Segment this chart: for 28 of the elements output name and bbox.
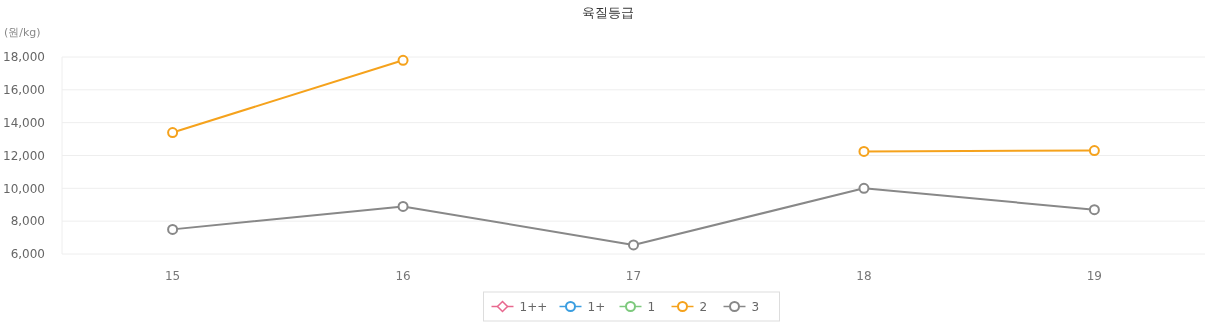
point (628, 239, 639, 251)
x-tick-label: 15 (164, 269, 181, 283)
y-tick-label: 6,000 (10, 247, 45, 262)
legend-label: 1 (647, 299, 656, 314)
legend-label: 2 (699, 299, 708, 314)
point (858, 182, 870, 194)
y-axis-title: (원/kg) (4, 26, 41, 39)
y-tick-label: 14,000 (3, 115, 45, 130)
y-tick-label: 8,000 (10, 214, 45, 229)
point (858, 145, 870, 157)
chart-title: 육질등급 (581, 5, 634, 20)
legend-label: 1++ (519, 299, 548, 314)
y-tick-label: 12,000 (3, 148, 45, 163)
point (167, 223, 179, 235)
y-tick-label: 18,000 (3, 50, 45, 65)
y-tick-label: 10,000 (3, 181, 45, 196)
point (1088, 204, 1100, 216)
y-tick-label: 16,000 (3, 83, 45, 98)
point (167, 127, 179, 139)
point (397, 54, 409, 66)
legend-label: 3 (751, 299, 760, 314)
legend-label: 1+ (587, 299, 606, 314)
point (1088, 145, 1100, 157)
x-tick-label: 18 (856, 269, 872, 283)
x-tick-label: 17 (625, 269, 642, 283)
point (397, 200, 409, 212)
x-tick-label: 19 (1086, 269, 1103, 283)
x-tick-label: 16 (395, 269, 411, 283)
